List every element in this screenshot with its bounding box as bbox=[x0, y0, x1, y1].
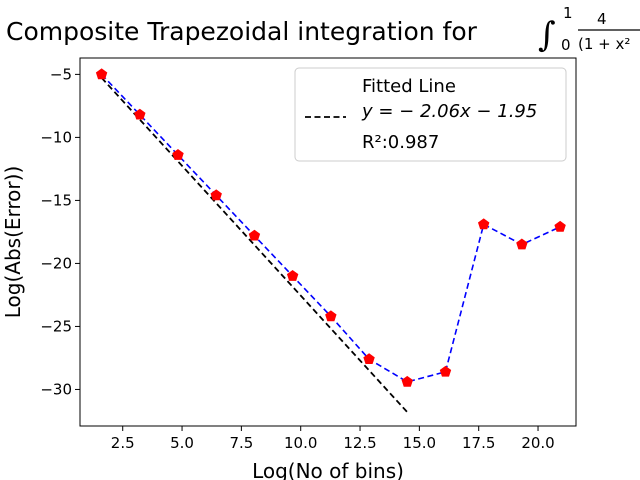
integral-sign: ∫ bbox=[538, 15, 556, 55]
integral-lower-limit: 0 bbox=[561, 36, 571, 54]
legend-equation: y = − 2.06x − 1.95 bbox=[361, 101, 537, 122]
error-data-point bbox=[95, 68, 108, 80]
error-data-point bbox=[248, 229, 261, 241]
x-tick-label: 7.5 bbox=[229, 434, 253, 452]
error-data-point bbox=[477, 218, 490, 230]
y-tick-label: −25 bbox=[40, 317, 72, 335]
x-tick-label: 17.5 bbox=[462, 434, 495, 452]
plot-frame bbox=[79, 57, 577, 427]
legend-r-squared: R²:0.987 bbox=[362, 132, 439, 153]
y-axis-ticks: −5 −10 −15 −20 −25 −30 bbox=[40, 65, 80, 398]
error-data-point bbox=[210, 189, 222, 201]
formula-numerator: 4 bbox=[597, 10, 607, 28]
error-data-point bbox=[286, 270, 299, 281]
legend-box bbox=[294, 67, 567, 162]
error-data-point bbox=[325, 310, 337, 322]
error-data-point bbox=[401, 375, 413, 387]
x-tick-label: 20.0 bbox=[521, 434, 554, 452]
error-data-point bbox=[134, 108, 146, 120]
y-tick-label: −20 bbox=[40, 254, 72, 272]
y-tick-label: −5 bbox=[50, 65, 72, 83]
error-data-point bbox=[439, 365, 452, 377]
chart-title: Composite Trapezoidal integration for bbox=[6, 17, 478, 46]
error-data-point bbox=[172, 149, 184, 160]
plot-area bbox=[95, 68, 566, 413]
y-tick-label: −15 bbox=[40, 191, 72, 209]
y-tick-label: −30 bbox=[40, 380, 72, 398]
y-tick-label: −10 bbox=[40, 128, 72, 146]
error-data-point bbox=[363, 353, 375, 365]
x-tick-label: 2.5 bbox=[111, 434, 135, 452]
error-data-point bbox=[554, 220, 566, 232]
x-tick-label: 15.0 bbox=[403, 434, 436, 452]
legend-entry-label: Fitted Line bbox=[362, 76, 456, 97]
error-data-point bbox=[516, 238, 528, 250]
y-axis-label: Log(Abs(Error)) bbox=[1, 166, 25, 318]
title-formula: ∫ 1 0 4 (1 + x² bbox=[538, 4, 640, 55]
legend: Fitted Line y = − 2.06x − 1.95 R²:0.987 bbox=[294, 67, 567, 162]
x-axis-label: Log(No of bins) bbox=[252, 459, 404, 480]
x-tick-label: 5.0 bbox=[170, 434, 194, 452]
x-tick-label: 10.0 bbox=[284, 434, 317, 452]
integral-upper-limit: 1 bbox=[563, 4, 573, 22]
x-tick-label: 12.5 bbox=[343, 434, 376, 452]
x-axis-ticks: 2.5 5.0 7.5 10.0 12.5 15.0 17.5 20.0 bbox=[111, 426, 555, 452]
formula-denominator: (1 + x² bbox=[578, 35, 630, 53]
